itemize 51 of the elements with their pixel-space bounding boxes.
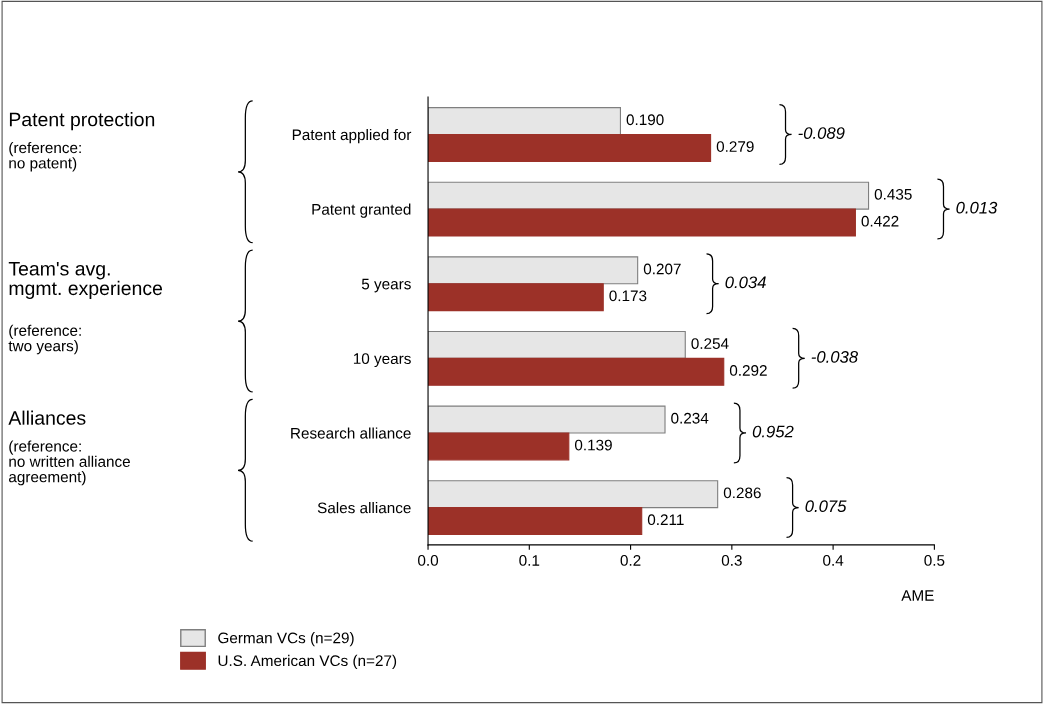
text: (reference: two years) (8, 324, 81, 355)
x-tick-label: 0.5 (924, 555, 945, 566)
text: (reference: no written alliance agreement) (9, 440, 130, 486)
y-tick-label: Sales alliance (317, 502, 411, 514)
bar (428, 208, 856, 237)
data-label: 0.234 (671, 412, 709, 424)
data-label: 0.139 (574, 439, 612, 451)
text: Alliances (8, 410, 86, 425)
annotation: 0.075 (805, 500, 847, 513)
y-tick-label: 5 years (361, 278, 411, 293)
data-label: 0.211 (647, 514, 684, 526)
bar (428, 133, 712, 162)
bar (428, 181, 870, 210)
bar (428, 480, 719, 509)
y-tick-label: 10 years (353, 353, 411, 368)
data-label: 0.435 (874, 188, 912, 200)
annotation: 0.952 (752, 425, 794, 438)
data-label: 0.190 (626, 114, 664, 126)
y-tick-label: Research alliance (291, 427, 411, 439)
annotation: -0.038 (811, 351, 858, 363)
bar (428, 283, 604, 312)
x-tick-label: 0.4 (823, 555, 844, 566)
bar (428, 432, 570, 461)
x-axis-title: AME (901, 590, 934, 601)
x-tick-label: 0.0 (418, 555, 439, 566)
text: (reference: no patent) (9, 141, 81, 172)
bar (428, 107, 622, 136)
data-label: 0.286 (723, 487, 761, 499)
x-tick-label: 0.1 (519, 555, 540, 566)
bar (428, 507, 643, 536)
text: Team's avg. mgmt. experience (8, 262, 163, 299)
data-label: 0.422 (861, 215, 899, 227)
x-tick-label: 0.2 (620, 555, 641, 566)
y-tick-label: Patent applied for (292, 128, 412, 144)
bar (428, 405, 666, 434)
annotation: -0.089 (798, 127, 845, 139)
bar (428, 330, 686, 359)
data-label: 0.254 (691, 338, 729, 349)
x-tick-label: 0.3 (721, 555, 742, 566)
data-label: 0.173 (609, 290, 647, 302)
legend-label: German VCs (n=29) (218, 632, 354, 647)
bar (428, 357, 725, 386)
y-tick-label: Patent granted (312, 203, 411, 218)
data-label: 0.207 (643, 263, 681, 275)
bar (428, 256, 639, 285)
data-label: 0.279 (716, 141, 754, 152)
text: 0.013 (956, 201, 998, 214)
text: Patent protection (9, 112, 155, 131)
annotation: 0.034 (725, 276, 766, 289)
data-label: 0.292 (729, 365, 767, 376)
legend-label: U.S. American VCs (n=27) (218, 654, 397, 670)
